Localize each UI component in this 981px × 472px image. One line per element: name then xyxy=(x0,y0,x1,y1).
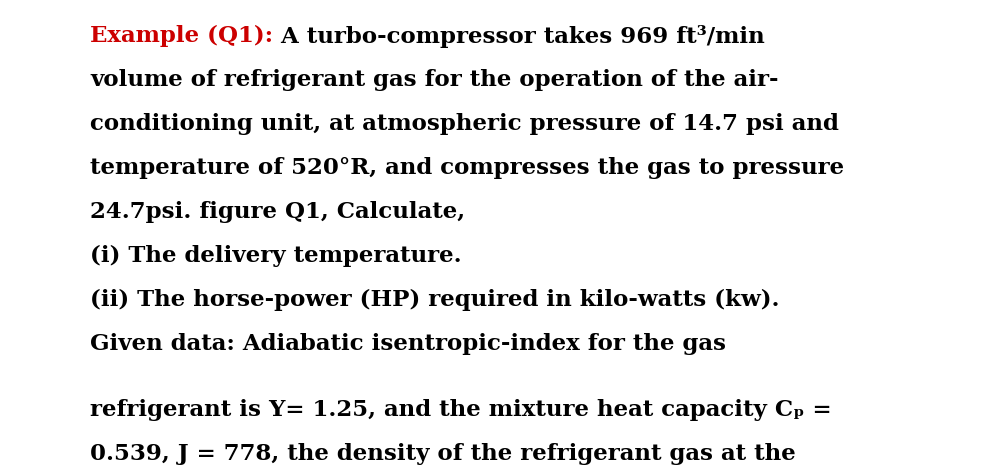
Text: 24.7psi. figure Q1, Calculate,: 24.7psi. figure Q1, Calculate, xyxy=(90,201,465,223)
Text: refrigerant is Υ= 1.25, and the mixture heat capacity Cₚ =: refrigerant is Υ= 1.25, and the mixture … xyxy=(90,399,832,421)
Text: A turbo-compressor takes 969 ft³/min: A turbo-compressor takes 969 ft³/min xyxy=(273,25,765,48)
Text: volume of refrigerant gas for the operation of the air-: volume of refrigerant gas for the operat… xyxy=(90,69,779,91)
Text: 0.539, J = 778, the density of the refrigerant gas at the: 0.539, J = 778, the density of the refri… xyxy=(90,443,796,465)
Text: (ii) The horse-power (HP) required in kilo-watts (kw).: (ii) The horse-power (HP) required in ki… xyxy=(90,289,780,311)
Text: temperature of 520°R, and compresses the gas to pressure: temperature of 520°R, and compresses the… xyxy=(90,157,844,179)
Text: Example (Q1):: Example (Q1): xyxy=(90,25,273,47)
Text: Given data: Adiabatic isentropic-index for the gas: Given data: Adiabatic isentropic-index f… xyxy=(90,333,726,355)
Text: (i) The delivery temperature.: (i) The delivery temperature. xyxy=(90,245,462,267)
Text: conditioning unit, at atmospheric pressure of 14.7 psi and: conditioning unit, at atmospheric pressu… xyxy=(90,113,839,135)
